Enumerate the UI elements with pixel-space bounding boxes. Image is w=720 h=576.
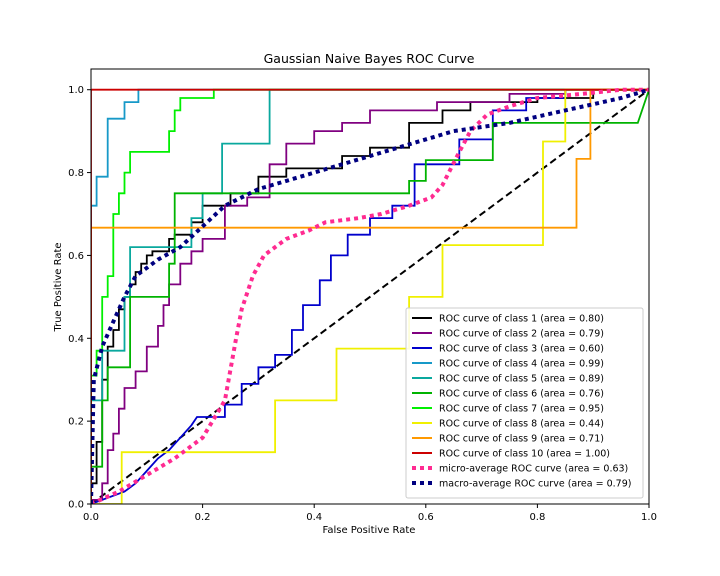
legend-entry: ROC curve of class 7 (area = 0.95) [439, 404, 604, 415]
legend-entry: ROC curve of class 5 (area = 0.89) [439, 374, 604, 385]
legend: ROC curve of class 1 (area = 0.80) ROC cu… [405, 307, 644, 499]
roc-series-6 [91, 89, 649, 504]
y-tick-label: 0.2 [68, 417, 84, 428]
y-axis-label: True Positive Rate [53, 242, 64, 332]
legend-entry: ROC curve of class 4 (area = 0.99) [439, 359, 604, 370]
chart-title: Gaussian Naive Bayes ROC Curve [264, 51, 475, 66]
y-tick-label: 0.8 [68, 168, 84, 179]
y-tick-label: 0.6 [68, 251, 84, 262]
y-tick-label: 0.4 [68, 334, 84, 345]
legend-entry: ROC curve of class 2 (area = 0.79) [439, 329, 604, 340]
roc-series-2 [91, 88, 649, 504]
legend-entry: macro-average ROC curve (area = 0.79) [439, 479, 631, 490]
legend-entry: ROC curve of class 9 (area = 0.71) [439, 434, 604, 445]
y-tick-label: 0.0 [68, 500, 84, 511]
x-tick-label: 0.0 [83, 512, 99, 523]
legend-entry: ROC curve of class 8 (area = 0.44) [439, 419, 604, 430]
legend-box [405, 307, 644, 499]
legend-entry: ROC curve of class 10 (area = 1.00) [439, 449, 610, 460]
roc-series-10 [91, 88, 649, 504]
roc-series-5 [91, 88, 649, 504]
x-tick-label: 1.0 [641, 512, 657, 523]
y-tick-label: 1.0 [68, 85, 84, 96]
legend-entry: ROC curve of class 6 (area = 0.76) [439, 389, 604, 400]
x-tick-label: 0.4 [306, 512, 322, 523]
x-axis-label: False Positive Rate [323, 525, 416, 536]
x-tick-label: 0.6 [418, 512, 434, 523]
legend-entry: ROC curve of class 3 (area = 0.60) [439, 344, 604, 355]
legend-entry: micro-average ROC curve (area = 0.63) [439, 464, 628, 475]
plot-frame [90, 68, 650, 505]
x-tick-label: 0.8 [529, 512, 545, 523]
roc-series-11 [91, 87, 649, 504]
chance-diagonal [91, 88, 649, 504]
x-tick-label: 0.2 [195, 512, 211, 523]
roc-series-12 [91, 87, 649, 504]
legend-entry: ROC curve of class 1 (area = 0.80) [439, 314, 604, 325]
roc-series-4 [91, 88, 649, 504]
